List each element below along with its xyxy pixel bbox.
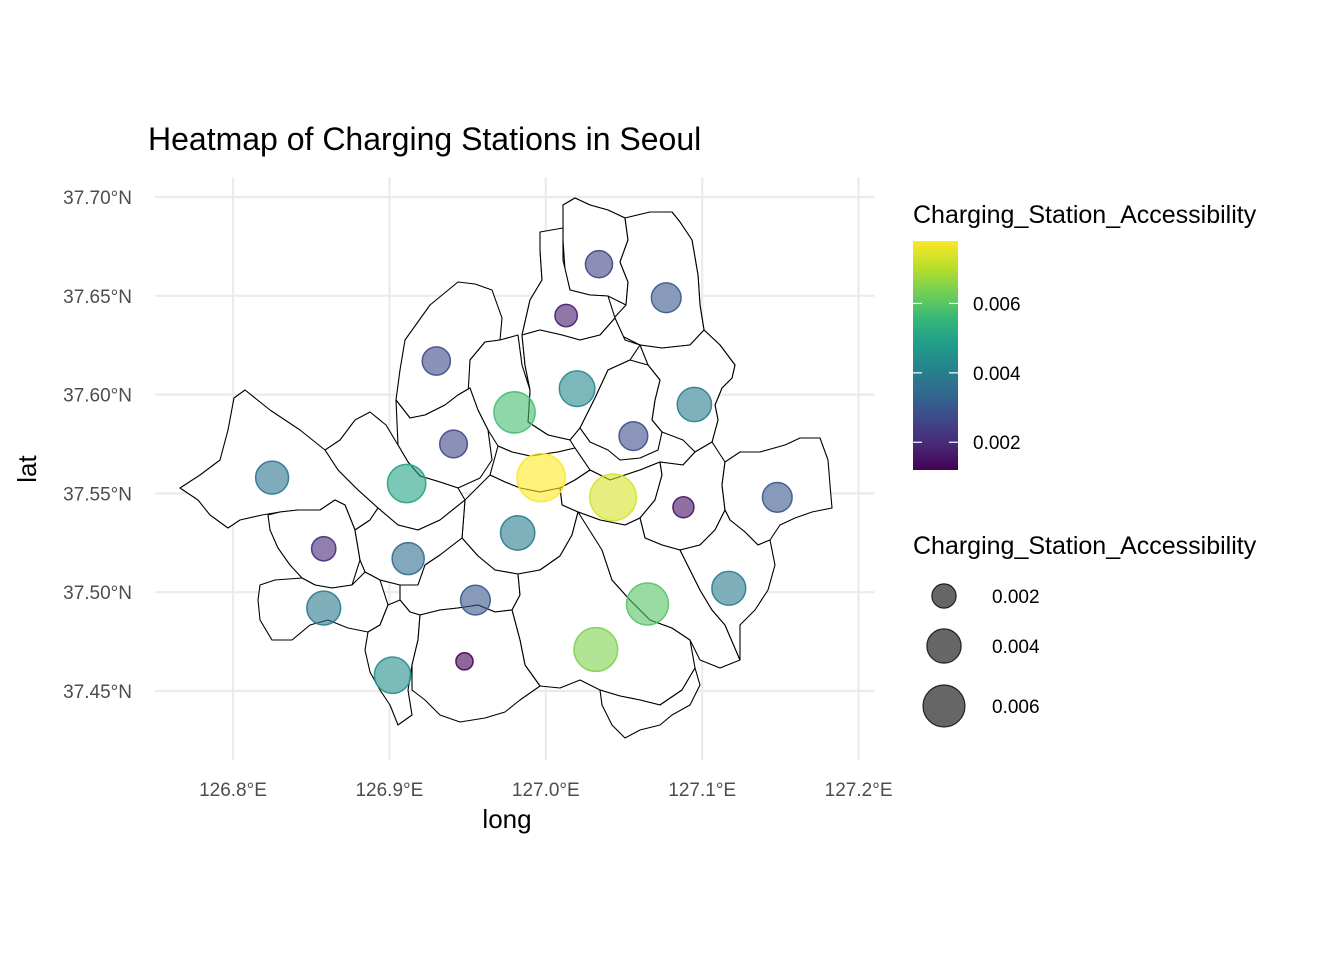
accessibility-point xyxy=(459,584,492,616)
color-legend-label: 0.002 xyxy=(973,433,1021,454)
accessibility-points xyxy=(254,249,793,695)
accessibility-point xyxy=(573,626,619,673)
y-tick-label: 37.50°N xyxy=(63,583,132,604)
district-nowon xyxy=(613,211,705,349)
color-bar xyxy=(913,241,958,470)
y-tick-label: 37.55°N xyxy=(63,484,132,505)
size-legend-key xyxy=(931,583,957,609)
accessibility-point xyxy=(558,370,596,408)
size-legend-breaks: 0.002 0.004 0.006 xyxy=(922,583,1040,728)
accessibility-point xyxy=(554,303,579,328)
size-legend-label: 0.002 xyxy=(992,587,1040,608)
accessibility-point xyxy=(438,429,469,459)
x-tick-label: 126.8°E xyxy=(199,780,267,801)
size-legend-key xyxy=(922,684,966,728)
accessibility-point xyxy=(672,495,695,519)
y-tick-label: 37.65°N xyxy=(63,287,132,308)
accessibility-point xyxy=(516,452,566,503)
accessibility-point xyxy=(310,535,337,562)
accessibility-point xyxy=(625,582,670,626)
y-axis-title: lat xyxy=(12,454,42,482)
x-tick-label: 127.0°E xyxy=(512,780,580,801)
accessibility-point xyxy=(761,481,793,513)
chart-title: Heatmap of Charging Stations in Seoul xyxy=(148,121,701,157)
accessibility-point xyxy=(254,460,290,495)
y-tick-label: 37.45°N xyxy=(63,682,132,703)
x-axis-title: long xyxy=(482,804,531,834)
color-legend-breaks: 0.002 0.004 0.006 xyxy=(913,294,1021,454)
district-seocho-south xyxy=(599,667,701,739)
accessibility-point xyxy=(676,386,713,423)
accessibility-point xyxy=(373,656,412,695)
x-tick-label: 127.1°E xyxy=(668,780,736,801)
color-legend: Charging_Station_Accessibility 0.0020.00… xyxy=(913,201,1257,470)
y-tick-label: 37.70°N xyxy=(63,188,132,209)
x-tick-label: 126.9°E xyxy=(355,780,423,801)
accessibility-point xyxy=(584,249,614,279)
y-tick-label: 37.60°N xyxy=(63,386,132,407)
size-legend-label: 0.006 xyxy=(992,697,1040,718)
size-legend-label: 0.004 xyxy=(992,637,1040,658)
accessibility-point xyxy=(306,590,342,626)
accessibility-point xyxy=(588,473,638,522)
color-legend-label: 0.006 xyxy=(973,294,1021,315)
accessibility-point xyxy=(618,421,649,452)
accessibility-point xyxy=(455,652,474,671)
x-tick-label: 127.2°E xyxy=(825,780,893,801)
accessibility-point xyxy=(499,515,536,551)
color-legend-label: 0.004 xyxy=(973,364,1021,385)
accessibility-point xyxy=(650,282,682,314)
y-axis-ticks: 37.45°N 37.50°N 37.55°N 37.60°N 37.65°N 37.70… xyxy=(63,188,132,703)
x-axis-ticks: 126.8°E 126.9°E 127.0°E 127.1°E 127.2°E xyxy=(199,780,892,801)
accessibility-point xyxy=(391,541,425,576)
accessibility-point xyxy=(421,346,452,376)
accessibility-point xyxy=(711,570,747,606)
color-legend-title: Charging_Station_Accessibility xyxy=(913,201,1257,229)
accessibility-point xyxy=(493,390,536,434)
size-legend-key xyxy=(926,628,962,664)
size-legend-title: Charging_Station_Accessibility xyxy=(913,532,1257,560)
accessibility-point xyxy=(386,463,427,504)
size-legend: Charging_Station_Accessibility 0.0020.00… xyxy=(913,532,1257,728)
